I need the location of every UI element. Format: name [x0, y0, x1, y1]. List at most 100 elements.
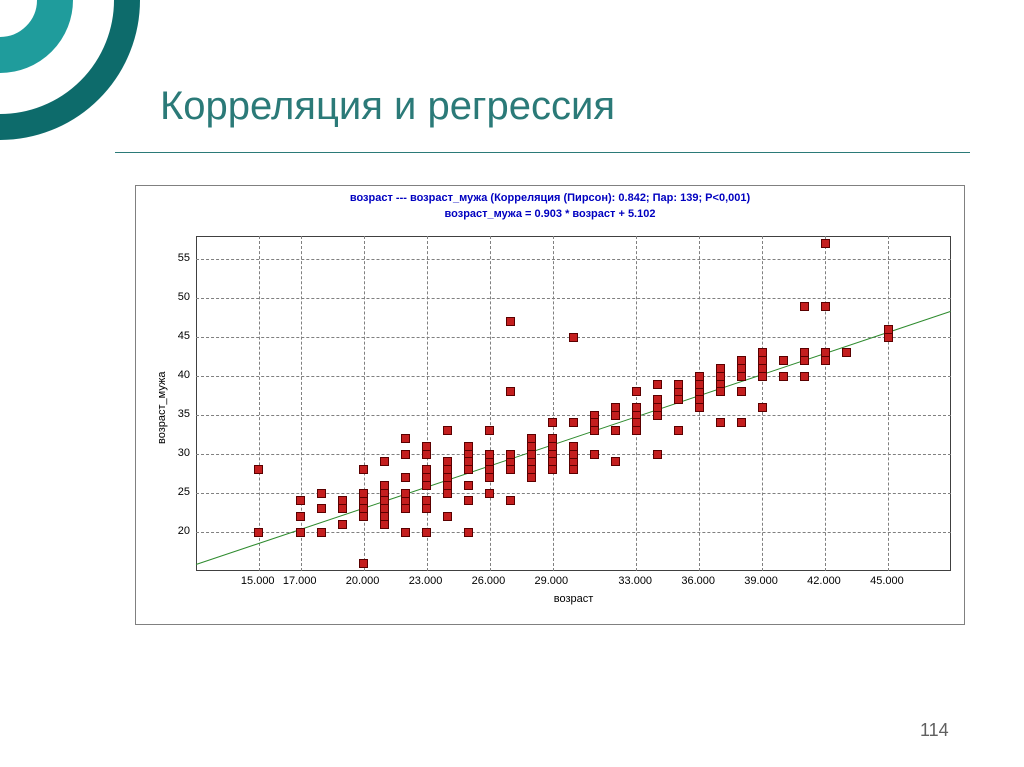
data-point — [359, 496, 368, 505]
data-point — [506, 496, 515, 505]
data-point — [443, 426, 452, 435]
data-point — [821, 356, 830, 365]
data-point — [485, 489, 494, 498]
data-point — [653, 411, 662, 420]
data-point — [821, 239, 830, 248]
data-point — [464, 465, 473, 474]
data-point — [317, 504, 326, 513]
data-point — [800, 302, 809, 311]
data-point — [653, 395, 662, 404]
data-point — [464, 457, 473, 466]
data-point — [674, 387, 683, 396]
xtick-label: 23.000 — [409, 575, 443, 587]
gridline-v — [825, 236, 826, 571]
data-point — [359, 489, 368, 498]
gridline-h — [196, 298, 951, 299]
data-point — [548, 418, 557, 427]
data-point — [758, 372, 767, 381]
data-point — [779, 356, 788, 365]
data-point — [800, 356, 809, 365]
data-point — [632, 418, 641, 427]
data-point — [674, 426, 683, 435]
data-point — [401, 434, 410, 443]
data-point — [737, 364, 746, 373]
gridline-h — [196, 376, 951, 377]
ytick-label: 20 — [178, 525, 190, 537]
gridline-v — [888, 236, 889, 571]
xtick-label: 33.000 — [618, 575, 652, 587]
data-point — [506, 387, 515, 396]
ytick-label: 35 — [178, 408, 190, 420]
data-point — [380, 481, 389, 490]
data-point — [653, 450, 662, 459]
data-point — [527, 442, 536, 451]
data-point — [380, 520, 389, 529]
page-number: 114 — [920, 720, 949, 741]
data-point — [758, 348, 767, 357]
data-point — [422, 442, 431, 451]
data-point — [800, 348, 809, 357]
data-point — [548, 442, 557, 451]
data-point — [674, 380, 683, 389]
data-point — [317, 528, 326, 537]
data-point — [590, 450, 599, 459]
ytick-label: 55 — [178, 252, 190, 264]
data-point — [485, 473, 494, 482]
data-point — [359, 465, 368, 474]
data-point — [527, 450, 536, 459]
data-point — [695, 395, 704, 404]
gridline-v — [427, 236, 428, 571]
ytick-label: 25 — [178, 486, 190, 498]
xtick-label: 15.000 — [241, 575, 275, 587]
x-axis-label: возраст — [196, 593, 951, 605]
data-point — [422, 450, 431, 459]
chart-title-line1: возраст --- возраст_мужа (Корреляция (Пи… — [136, 192, 964, 204]
y-axis-label: возраст_мужа — [156, 371, 168, 443]
data-point — [695, 380, 704, 389]
gridline-h — [196, 259, 951, 260]
xtick-label: 45.000 — [870, 575, 904, 587]
data-point — [527, 465, 536, 474]
data-point — [401, 528, 410, 537]
ytick-label: 40 — [178, 369, 190, 381]
ytick-label: 50 — [178, 291, 190, 303]
data-point — [296, 496, 305, 505]
data-point — [884, 325, 893, 334]
plot-border — [196, 236, 951, 571]
data-point — [695, 403, 704, 412]
data-point — [254, 465, 263, 474]
data-point — [884, 333, 893, 342]
data-point — [401, 496, 410, 505]
data-point — [359, 512, 368, 521]
data-point — [611, 426, 620, 435]
data-point — [422, 504, 431, 513]
ytick-label: 45 — [178, 330, 190, 342]
data-point — [716, 387, 725, 396]
data-point — [632, 426, 641, 435]
data-point — [338, 504, 347, 513]
data-point — [338, 520, 347, 529]
data-point — [611, 457, 620, 466]
page-title: Корреляция и регрессия — [160, 84, 615, 129]
data-point — [296, 528, 305, 537]
data-point — [569, 457, 578, 466]
title-underline — [115, 152, 970, 153]
gridline-v — [259, 236, 260, 571]
data-point — [716, 418, 725, 427]
data-point — [464, 442, 473, 451]
data-point — [716, 372, 725, 381]
data-point — [443, 512, 452, 521]
xtick-label: 42.000 — [807, 575, 841, 587]
data-point — [737, 418, 746, 427]
data-point — [611, 411, 620, 420]
gridline-v — [490, 236, 491, 571]
data-point — [317, 489, 326, 498]
data-point — [422, 528, 431, 537]
data-point — [506, 457, 515, 466]
data-point — [737, 387, 746, 396]
data-point — [422, 465, 431, 474]
data-point — [737, 356, 746, 365]
data-point — [380, 457, 389, 466]
data-point — [506, 450, 515, 459]
data-point — [485, 450, 494, 459]
